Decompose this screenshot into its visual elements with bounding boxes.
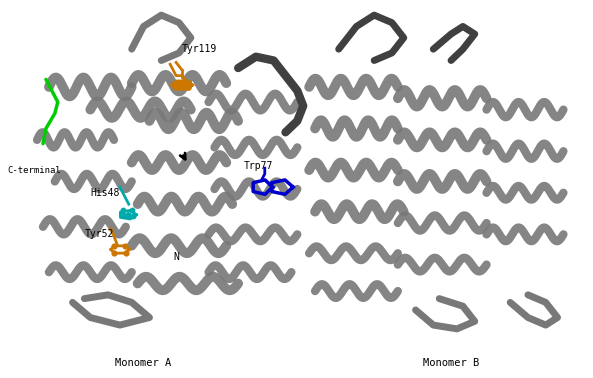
Point [171,84,181,90]
Point [120,243,129,249]
Text: C-terminal: C-terminal [7,166,61,175]
Point [183,84,193,90]
Text: Monomer A: Monomer A [116,358,171,368]
Point [183,80,193,86]
Point [123,212,132,218]
Point [118,207,127,213]
Point [118,212,127,218]
Point [109,243,119,249]
Point [128,213,138,219]
Point [109,249,119,256]
Point [171,80,181,86]
Text: Monomer B: Monomer B [423,358,479,368]
Text: Tyr52: Tyr52 [84,229,114,239]
Point [121,249,130,256]
Point [177,82,187,88]
Point [127,207,136,213]
Text: Tyr119: Tyr119 [182,44,218,54]
Text: N: N [173,252,179,262]
Text: Trp77: Trp77 [244,161,273,171]
Text: His48: His48 [90,188,120,198]
